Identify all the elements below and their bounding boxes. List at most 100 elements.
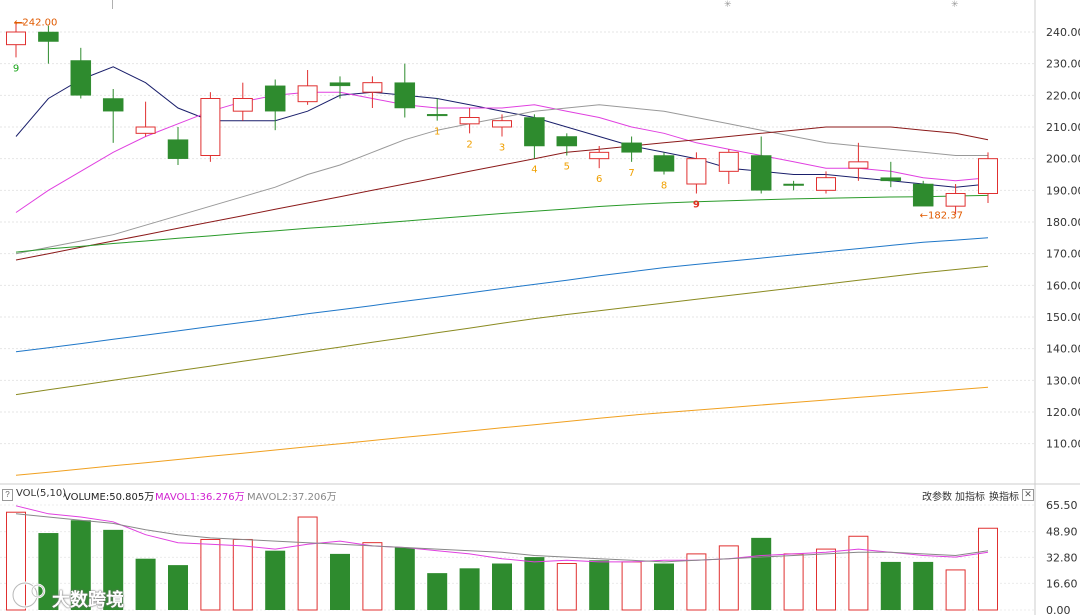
volume-bar (718, 545, 739, 611)
candle-body (686, 158, 707, 185)
sequence-label: 9 (693, 200, 700, 211)
volume-value: VOLUME:50.805万 (64, 492, 155, 503)
sequence-label: 6 (596, 174, 602, 185)
candle-body (524, 117, 545, 147)
candle-body (102, 98, 124, 112)
volume-header: VOL(5,10) VOLUME:50.805万 MAVOL1:36.276万 … (0, 487, 1080, 503)
volume-bar (978, 527, 998, 611)
edit-params-button[interactable]: 改参数 (922, 492, 952, 503)
sequence-label: 2 (466, 139, 472, 150)
volume-indicator-label: VOL(5,10) (16, 488, 67, 499)
sequence-label: 4 (531, 165, 537, 176)
volume-bar (524, 557, 545, 610)
y-tick-label: 130.00 (1046, 374, 1080, 387)
volume-bar (492, 563, 512, 610)
candle-body (880, 177, 902, 182)
y-tick-label: 200.00 (1046, 153, 1080, 166)
candle-body (6, 31, 26, 46)
watermark-text: 大数跨境 (52, 590, 124, 611)
volume-bar (362, 542, 383, 611)
close-indicator-button[interactable]: ✕ (1022, 489, 1034, 501)
candle-body (492, 120, 512, 128)
candle-body (297, 85, 318, 103)
candle-body (816, 177, 836, 191)
volume-bar (297, 516, 318, 611)
volume-bar (848, 535, 869, 611)
candle-body (38, 31, 59, 42)
sequence-label: 7 (628, 168, 634, 179)
volume-bar (6, 511, 26, 611)
y-tick-label: 230.00 (1046, 58, 1080, 71)
volume-bar (103, 529, 124, 610)
y-tick-label: 170.00 (1046, 248, 1080, 261)
y-tick-label: 140.00 (1046, 343, 1080, 356)
volume-bar (686, 553, 707, 611)
mavol-line-1 (15, 505, 989, 563)
candle-body (589, 151, 610, 160)
candle-body (232, 98, 253, 112)
y-tick-label: 180.00 (1046, 216, 1080, 229)
ma-line-6 (15, 237, 989, 353)
candle-body (70, 60, 92, 96)
y-tick-label: 160.00 (1046, 279, 1080, 292)
candle-body (362, 82, 383, 93)
volume-bar (751, 537, 772, 610)
watermark-logo-icon (11, 581, 46, 609)
y-tick-label: 150.00 (1046, 311, 1080, 324)
volume-ma-lines (15, 505, 989, 563)
volume-bars (6, 511, 998, 611)
volume-bar (168, 565, 188, 610)
volume-bar (880, 561, 901, 610)
candle-body (653, 155, 675, 172)
volume-bar (621, 561, 642, 611)
mavol2-value: MAVOL2:37.206万 (247, 492, 337, 503)
sequence-label: 9 (13, 63, 19, 74)
top-marker-icon: | (111, 0, 115, 10)
volume-bar (70, 520, 91, 610)
candle-body (978, 158, 998, 195)
candle-body (718, 151, 739, 172)
candle-body (426, 114, 448, 117)
ma-line-7 (15, 265, 989, 396)
candle-body (264, 85, 286, 112)
sequence-labels: 9 1 2 3 4 5 6 7 8 9 (13, 63, 700, 210)
candle-body (750, 155, 772, 191)
candle-body (394, 82, 416, 109)
volume-bar (654, 563, 674, 610)
volume-bar (783, 553, 804, 611)
volume-tick-label: 48.90 (1046, 526, 1078, 539)
candle-body (200, 98, 221, 157)
top-marker-icon: ✳ (724, 0, 732, 10)
sequence-label: 5 (564, 162, 570, 173)
plot-background (0, 0, 1035, 484)
top-marker-icon: ✳ (951, 0, 959, 10)
volume-tick-label: 32.80 (1046, 551, 1078, 564)
annotations: ←242.00 ←182.37 (14, 17, 963, 221)
help-icon[interactable]: ? (2, 489, 13, 501)
volume-bar (265, 550, 286, 610)
volume-bar (330, 553, 350, 610)
y-tick-label: 210.00 (1046, 121, 1080, 134)
price-axis: 240.00 230.00 220.00 210.00 200.00 190.00 180.… (1046, 26, 1080, 451)
candle-body (912, 183, 934, 207)
swap-indicator-button[interactable]: 换指标 (989, 492, 1019, 503)
volume-bar (816, 548, 836, 611)
ma-line-4 (15, 126, 989, 261)
volume-tick-label: 65.50 (1046, 499, 1078, 512)
sequence-label: 8 (661, 181, 667, 192)
volume-axis: 65.50 48.90 32.80 16.60 0.00 (1046, 499, 1078, 615)
volume-bar (232, 538, 253, 611)
volume-bar (945, 569, 966, 611)
candle-body (459, 117, 480, 125)
candlesticks (6, 22, 998, 215)
ma-line-5 (15, 194, 989, 253)
add-indicator-button[interactable]: 加指标 (955, 492, 985, 503)
candle-body (621, 142, 642, 153)
candle-body (329, 82, 351, 87)
volume-bar (556, 563, 577, 611)
high-annotation: ←242.00 (14, 17, 57, 28)
candle-body (783, 183, 804, 186)
candle-body (135, 126, 156, 134)
